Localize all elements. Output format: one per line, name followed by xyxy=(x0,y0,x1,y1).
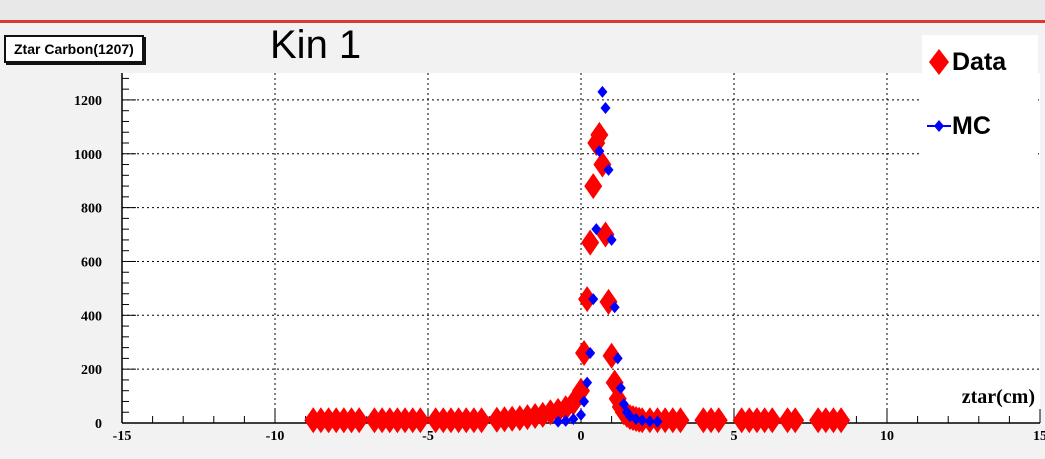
x-tick-label: 10 xyxy=(880,429,894,444)
y-tick-label: 1000 xyxy=(74,148,102,163)
kin-label: Kin 1 xyxy=(270,23,362,67)
data-point xyxy=(472,407,491,434)
y-tick-label: 400 xyxy=(81,309,102,324)
histogram-title-box: Ztar Carbon(1207) xyxy=(4,35,144,63)
x-axis-title: ztar(cm) xyxy=(961,386,1035,408)
mc-point xyxy=(615,382,626,394)
mc-point xyxy=(553,415,564,428)
data-point xyxy=(709,407,728,434)
mc-point xyxy=(582,376,593,389)
data-point xyxy=(411,407,430,434)
mc-point xyxy=(603,163,614,176)
mc-point xyxy=(576,408,586,421)
y-tick-label: 200 xyxy=(81,363,102,378)
data-layer xyxy=(304,85,851,434)
data-marker-icon xyxy=(929,49,949,75)
legend: Data MC xyxy=(922,35,1038,155)
data-point xyxy=(786,407,805,434)
data-point xyxy=(350,407,369,434)
x-tick-label: -5 xyxy=(422,429,434,444)
mc-point xyxy=(644,415,655,428)
x-tick-label: 5 xyxy=(731,429,738,444)
data-point xyxy=(575,340,594,366)
mc-point xyxy=(594,145,605,158)
mc-point xyxy=(606,233,617,246)
data-point xyxy=(581,229,600,256)
data-point xyxy=(590,121,609,148)
y-tick-label: 600 xyxy=(81,255,102,270)
legend-entry-data: Data xyxy=(926,47,1006,77)
window-top-bar xyxy=(0,0,1045,23)
y-tick-label: 0 xyxy=(95,417,102,432)
data-point xyxy=(584,173,603,200)
x-tick-label: 0 xyxy=(578,429,585,444)
y-tick-label: 800 xyxy=(81,202,102,217)
legend-label-mc: MC xyxy=(952,111,991,140)
y-tick-label: 1200 xyxy=(74,94,102,109)
mc-point xyxy=(585,347,596,359)
mc-point xyxy=(600,102,611,114)
mc-point xyxy=(588,293,599,306)
data-point xyxy=(578,286,597,313)
legend-entry-mc: MC xyxy=(926,111,991,141)
mc-point xyxy=(612,352,623,365)
data-point xyxy=(671,407,690,434)
mc-point xyxy=(637,414,648,427)
grid-layer xyxy=(122,73,1040,423)
mc-point xyxy=(568,412,579,425)
x-tick-label: -15 xyxy=(113,429,132,444)
histogram-title: Ztar Carbon(1207) xyxy=(14,41,134,57)
data-point xyxy=(763,407,782,434)
mc-point xyxy=(597,85,608,98)
mc-point xyxy=(579,395,590,408)
x-tick-label: -10 xyxy=(266,429,285,444)
data-point xyxy=(832,407,851,434)
mc-point xyxy=(591,223,602,236)
mc-marker-icon xyxy=(927,120,951,132)
mc-point xyxy=(560,414,571,427)
legend-label-data: Data xyxy=(952,47,1007,76)
mc-point xyxy=(652,415,663,428)
x-tick-label: 15 xyxy=(1033,429,1045,444)
mc-point xyxy=(609,301,620,314)
